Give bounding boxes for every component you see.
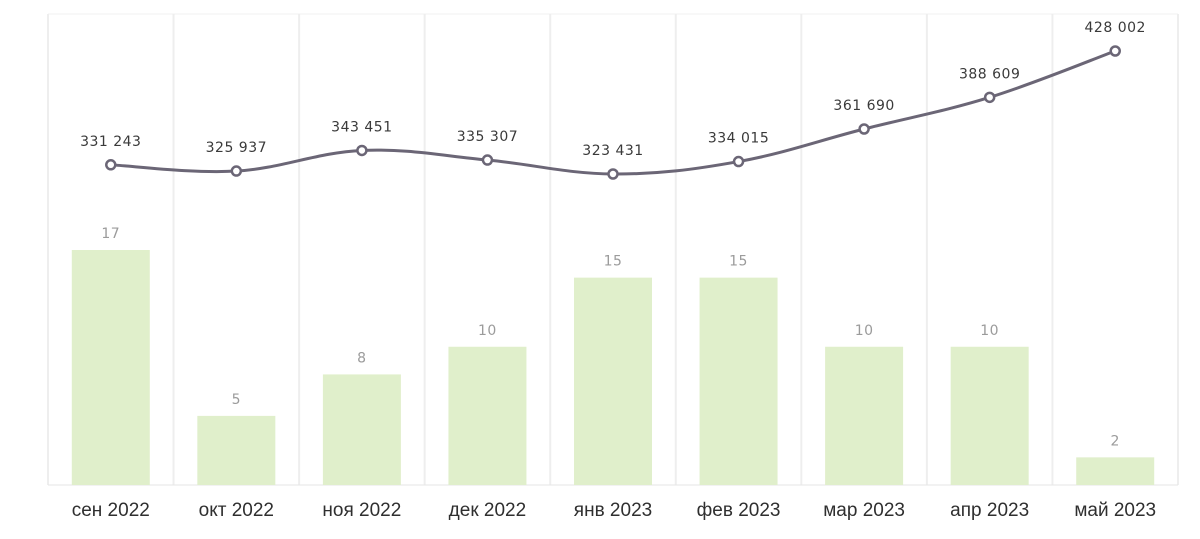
bar	[950, 346, 1029, 485]
bar-series	[71, 250, 1155, 485]
x-axis: сен 2022 окт 2022 ноя 2022 дек 2022 янв 2023…	[72, 500, 1156, 521]
x-tick-label: фев 2023	[697, 500, 781, 521]
line-value-label: 334 015	[708, 131, 769, 147]
x-tick-label: ноя 2022	[322, 500, 401, 521]
x-tick-label: дек 2022	[449, 500, 527, 521]
line-point	[858, 123, 870, 135]
line-point	[356, 144, 368, 157]
x-tick-label: май 2023	[1074, 500, 1156, 521]
bar	[574, 277, 652, 485]
line-point	[607, 168, 619, 180]
line-point	[230, 165, 243, 177]
bar	[448, 346, 527, 485]
line-value-label: 343 451	[331, 119, 392, 135]
line-value-label: 335 307	[457, 129, 518, 145]
line-point	[732, 155, 745, 168]
bar	[71, 250, 150, 485]
x-tick-label: апр 2023	[950, 500, 1029, 521]
line-point	[1109, 45, 1121, 57]
line-series	[105, 45, 1121, 180]
line-value-label: 428 002	[1085, 20, 1146, 36]
x-tick-label: янв 2023	[574, 500, 652, 521]
bar	[699, 277, 778, 485]
line-value-label: 361 690	[833, 98, 894, 114]
bar-value-label: 8	[357, 350, 366, 366]
line-value-label: 388 609	[959, 66, 1020, 82]
bar-value-label: 15	[729, 254, 748, 270]
x-tick-label: сен 2022	[72, 500, 150, 521]
bar-value-label: 10	[478, 323, 497, 339]
bar-value-label: 5	[232, 392, 241, 408]
line-value-label: 331 243	[80, 134, 141, 150]
bar	[322, 374, 401, 485]
bar	[825, 346, 904, 485]
line-value-label: 325 937	[206, 140, 267, 156]
line-point	[481, 154, 494, 166]
line-point	[983, 91, 996, 104]
data-labels: 17 5 8 10 15 15 10 10 2 331 243 325 937 343 451 335 …	[80, 20, 1146, 449]
line-value-label: 323 431	[582, 143, 643, 159]
x-tick-label: окт 2022	[199, 500, 274, 521]
bar	[197, 415, 276, 485]
bar-value-label: 10	[980, 323, 999, 339]
bar-value-label: 15	[604, 254, 623, 270]
bar-value-label: 10	[855, 323, 874, 339]
bar-value-label: 2	[1111, 433, 1120, 449]
bar	[1076, 457, 1155, 485]
bar-value-label: 17	[101, 226, 120, 242]
x-tick-label: мар 2023	[823, 500, 905, 521]
line-point	[105, 159, 117, 171]
